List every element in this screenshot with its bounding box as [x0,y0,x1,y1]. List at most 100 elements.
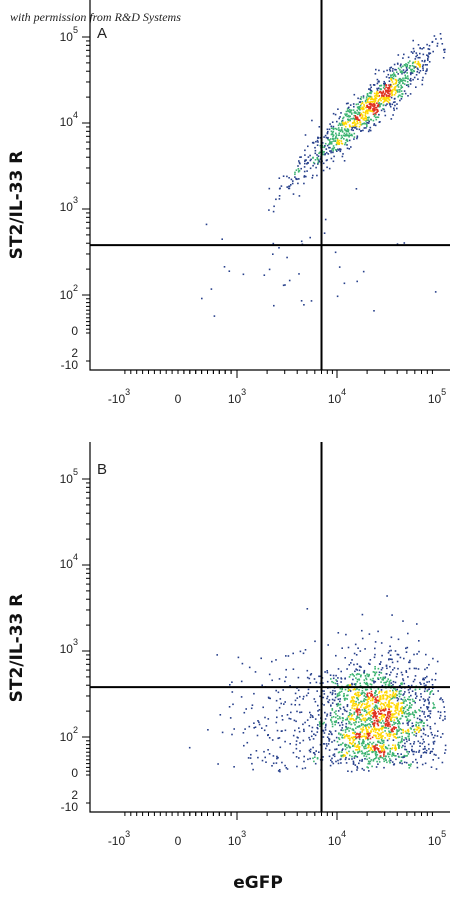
data-point [367,746,370,749]
data-point [358,725,361,727]
data-point [358,106,360,108]
data-point [383,100,385,103]
data-point [411,68,414,71]
data-point [373,745,375,747]
data-point [408,661,410,664]
data-point [325,723,327,726]
data-point [371,765,373,768]
data-point [400,90,403,92]
data-point [353,138,355,140]
data-point [407,715,410,717]
data-point [395,80,398,83]
data-point [278,198,281,200]
data-point [392,691,395,693]
data-point [246,741,249,744]
data-point [396,71,398,73]
data-point [342,719,344,722]
data-point [420,721,423,723]
data-point [358,669,361,672]
data-point [359,711,361,714]
data-point [374,73,377,75]
data-point [423,722,425,724]
data-point [318,675,320,678]
data-point [327,644,329,646]
data-point [348,722,350,725]
data-point [282,689,284,691]
data-point [400,753,402,755]
data-point [400,717,402,720]
data-point [361,729,364,732]
data-point [399,94,401,97]
data-point [356,120,358,122]
data-point [365,106,367,109]
data-point [389,761,391,764]
data-point [348,676,351,678]
data-point [352,703,354,706]
data-point [377,763,379,765]
data-point [268,673,271,676]
data-point [439,698,441,701]
x-tick-label: 105 [428,829,446,848]
data-point [257,720,259,722]
data-point [309,738,311,741]
data-point [389,713,392,715]
data-point [383,760,385,763]
data-point [391,761,394,763]
data-point [389,725,391,728]
data-point [415,55,417,58]
data-point [366,731,368,733]
data-point [406,72,408,74]
data-point [375,751,377,753]
data-point [337,632,340,634]
data-point [344,729,347,731]
data-point [339,116,341,118]
data-point [344,748,347,751]
data-point [397,702,400,704]
data-point [331,708,334,710]
data-point [360,720,363,722]
data-point [386,694,389,697]
data-point [413,65,415,68]
data-point [369,713,371,716]
data-point [278,247,280,249]
data-point [384,92,386,95]
data-point [428,714,430,717]
data-point [346,718,349,721]
data-point [338,737,340,739]
data-point [407,62,410,64]
data-point [361,629,363,632]
data-point [366,106,369,108]
data-point [370,747,372,750]
data-point [344,699,346,701]
data-point [228,706,231,708]
data-point [351,125,354,127]
data-point [253,692,255,695]
data-point [374,753,377,755]
data-point [347,646,350,649]
data-point [355,125,358,128]
data-point [356,706,358,708]
data-point [409,727,412,729]
data-point [344,744,346,746]
data-point [436,45,439,47]
data-point [376,715,378,717]
data-point [349,110,352,113]
data-point [374,707,376,710]
data-point [413,741,416,743]
data-point [383,70,385,73]
data-point [359,104,362,107]
data-point [444,744,447,747]
data-point [353,124,356,127]
data-point [322,153,325,156]
data-point [375,756,378,758]
x-tick-label: 0 [175,392,182,406]
data-point [396,62,399,65]
data-point [379,703,382,706]
data-point [317,162,319,164]
data-point [373,709,375,711]
data-point [397,704,400,706]
data-point [391,730,394,733]
data-point [354,752,356,754]
data-point [392,744,394,746]
data-point [373,706,376,708]
